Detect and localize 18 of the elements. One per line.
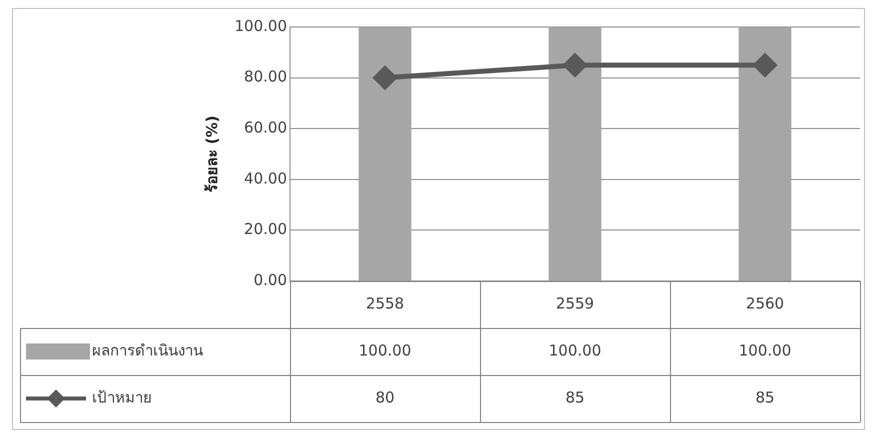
data-label: 80 [375,388,395,406]
y-tick-label: 40.00 [244,169,287,188]
data-label: 85 [755,388,775,406]
data-label: 100.00 [548,341,602,360]
y-tick-label: 20.00 [244,220,287,238]
y-tick-label: 100.00 [234,16,287,35]
data-label: 100.00 [738,341,792,360]
x-tick-label: 2560 [746,294,784,312]
x-tick-label: 2558 [366,294,404,312]
data-label: 85 [565,388,585,406]
y-tick-label: 80.00 [244,68,287,86]
legend-label: ผลการดำเนินงาน [92,341,203,360]
y-axis-title: ร้อยละ (%) [202,116,221,192]
legend-label: เป้าหมาย [92,388,152,406]
x-tick-label: 2559 [556,294,594,312]
y-tick-label: 60.00 [244,118,287,136]
data-label: 100.00 [358,341,412,360]
y-tick-label: 0.00 [254,270,287,289]
